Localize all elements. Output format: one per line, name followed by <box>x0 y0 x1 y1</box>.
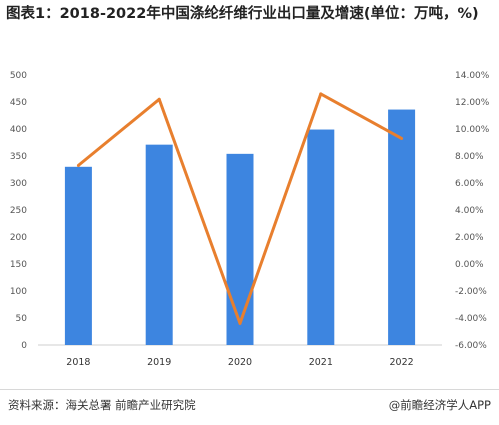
right-axis-tick-label: 6.00% <box>455 179 484 189</box>
bar-2020 <box>226 153 254 345</box>
left-axis-tick-label: 50 <box>16 314 28 324</box>
left-axis-tick-label: 500 <box>10 71 27 81</box>
left-axis-tick-label: 100 <box>10 287 27 297</box>
right-axis-ticks: -6.00% -4.00% -2.00% 0.00% 2.00% 4.00% 6.00% 8.… <box>455 71 490 351</box>
right-axis-tick-label: 10.00% <box>455 125 490 135</box>
right-axis-tick-label: 8.00% <box>455 152 484 162</box>
right-axis-tick-label: 0.00% <box>455 260 484 270</box>
right-axis-tick-label: 4.00% <box>455 206 484 216</box>
left-axis-tick-label: 150 <box>10 260 27 270</box>
left-axis-tick-label: 450 <box>10 98 27 108</box>
right-axis-tick-label: 12.00% <box>455 98 490 108</box>
x-axis-tick-label: 2018 <box>66 357 90 368</box>
growth-point-2022 <box>400 136 404 140</box>
left-axis-tick-label: 0 <box>21 341 27 351</box>
growth-point-2020 <box>238 321 242 325</box>
brand-label: @前瞻经济学人APP <box>388 398 491 412</box>
growth-point-2021 <box>319 92 323 96</box>
left-axis-tick-label: 300 <box>10 179 27 189</box>
left-axis-tick-label: 250 <box>10 206 27 216</box>
right-axis-tick-label: -4.00% <box>455 314 487 324</box>
left-axis-ticks: 0 50 100 150 200 250 300 350 400 450 500 <box>10 71 27 351</box>
chart-title: 图表1：2018-2022年中国涤纶纤维行业出口量及增速(单位：万吨，%) <box>6 6 479 22</box>
bar-2019 <box>145 144 173 345</box>
bar-series <box>64 109 416 345</box>
left-axis-tick-label: 200 <box>10 233 27 243</box>
left-axis-tick-label: 350 <box>10 152 27 162</box>
chart-plot: 0 50 100 150 200 250 300 350 400 450 500 -6.00% -4.… <box>10 71 490 368</box>
left-axis-tick-label: 400 <box>10 125 27 135</box>
right-axis-tick-label: 14.00% <box>455 71 490 81</box>
bar-2022 <box>388 109 416 345</box>
footer-divider <box>0 389 499 390</box>
x-axis-tick-label: 2021 <box>309 357 333 368</box>
bar-2018 <box>64 166 92 345</box>
x-axis-tick-label: 2019 <box>147 357 171 368</box>
bar-2021 <box>307 129 335 345</box>
right-axis-tick-label: 2.00% <box>455 233 484 243</box>
growth-point-2018 <box>76 163 80 167</box>
x-axis-tick-label: 2020 <box>228 357 252 368</box>
x-axis-tick-label: 2022 <box>390 357 414 368</box>
x-axis-ticks: 2018 2019 2020 2021 2022 <box>66 357 413 368</box>
right-axis-tick-label: -2.00% <box>455 287 487 297</box>
growth-series <box>76 92 404 325</box>
source-note: 资料来源：海关总署 前瞻产业研究院 <box>8 398 196 412</box>
right-axis-tick-label: -6.00% <box>455 341 487 351</box>
growth-point-2019 <box>157 97 161 101</box>
